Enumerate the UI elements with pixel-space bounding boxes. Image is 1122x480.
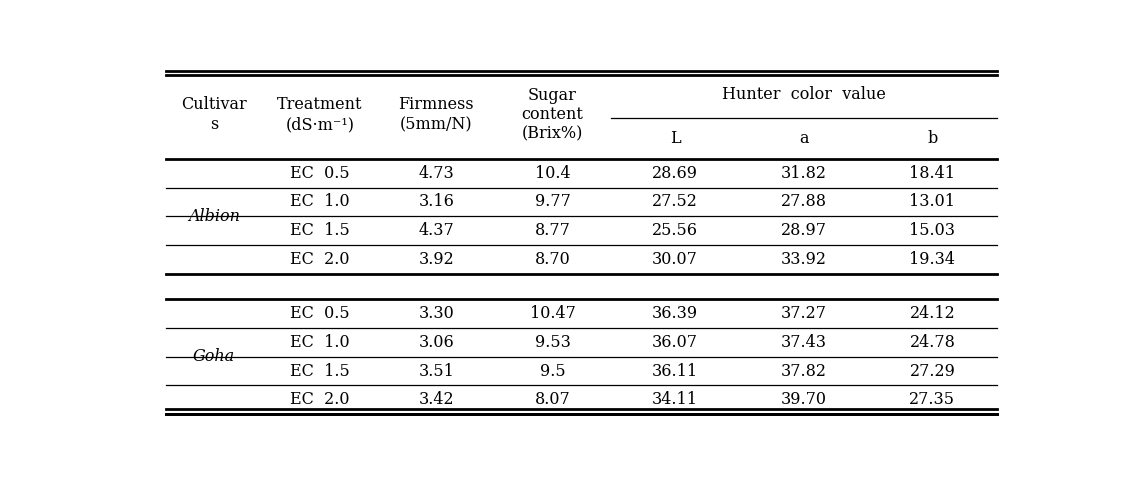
Text: Treatment
(dS·m⁻¹): Treatment (dS·m⁻¹) (277, 96, 362, 133)
Text: 37.27: 37.27 (781, 305, 827, 322)
Text: 3.92: 3.92 (419, 251, 454, 268)
Text: 36.39: 36.39 (652, 305, 698, 322)
Text: 36.07: 36.07 (652, 334, 698, 351)
Text: 19.34: 19.34 (910, 251, 956, 268)
Text: Hunter  color  value: Hunter color value (721, 86, 885, 103)
Text: EC  1.0: EC 1.0 (291, 334, 350, 351)
Text: 9.77: 9.77 (534, 193, 570, 210)
Text: 34.11: 34.11 (652, 391, 698, 408)
Text: 28.97: 28.97 (781, 222, 827, 240)
Text: 18.41: 18.41 (910, 165, 956, 181)
Text: 15.03: 15.03 (910, 222, 956, 240)
Text: 33.92: 33.92 (781, 251, 827, 268)
Text: 9.53: 9.53 (534, 334, 570, 351)
Text: 9.5: 9.5 (540, 362, 565, 380)
Text: 36.11: 36.11 (652, 362, 698, 380)
Text: 3.51: 3.51 (419, 362, 454, 380)
Text: Goha: Goha (193, 348, 236, 365)
Text: 8.77: 8.77 (534, 222, 570, 240)
Text: EC  0.5: EC 0.5 (291, 305, 350, 322)
Text: 27.52: 27.52 (652, 193, 698, 210)
Text: EC  1.5: EC 1.5 (291, 362, 350, 380)
Text: 4.73: 4.73 (419, 165, 454, 181)
Text: 3.06: 3.06 (419, 334, 454, 351)
Text: 27.88: 27.88 (781, 193, 827, 210)
Text: 31.82: 31.82 (781, 165, 827, 181)
Text: Cultivar
s: Cultivar s (182, 96, 247, 133)
Text: 8.07: 8.07 (534, 391, 570, 408)
Text: EC  2.0: EC 2.0 (291, 251, 350, 268)
Text: 37.43: 37.43 (781, 334, 827, 351)
Text: 24.12: 24.12 (910, 305, 955, 322)
Text: EC  0.5: EC 0.5 (291, 165, 350, 181)
Text: a: a (799, 130, 809, 147)
Text: 3.16: 3.16 (419, 193, 454, 210)
Text: Sugar
content
(Brix%): Sugar content (Brix%) (522, 86, 583, 143)
Text: 30.07: 30.07 (652, 251, 698, 268)
Text: Firmness
(5mm/N): Firmness (5mm/N) (398, 96, 473, 133)
Text: 27.35: 27.35 (910, 391, 956, 408)
Text: 10.4: 10.4 (535, 165, 570, 181)
Text: 27.29: 27.29 (910, 362, 955, 380)
Text: 4.37: 4.37 (419, 222, 454, 240)
Text: L: L (670, 130, 680, 147)
Text: 39.70: 39.70 (781, 391, 827, 408)
Text: 25.56: 25.56 (652, 222, 698, 240)
Text: EC  2.0: EC 2.0 (291, 391, 350, 408)
Text: 24.78: 24.78 (910, 334, 955, 351)
Text: 13.01: 13.01 (910, 193, 956, 210)
Text: Albion: Albion (188, 208, 240, 225)
Text: 3.42: 3.42 (419, 391, 454, 408)
Text: b: b (927, 130, 938, 147)
Text: 8.70: 8.70 (534, 251, 570, 268)
Text: EC  1.5: EC 1.5 (291, 222, 350, 240)
Text: 28.69: 28.69 (652, 165, 698, 181)
Text: 3.30: 3.30 (419, 305, 454, 322)
Text: 10.47: 10.47 (530, 305, 576, 322)
Text: 37.82: 37.82 (781, 362, 827, 380)
Text: EC  1.0: EC 1.0 (291, 193, 350, 210)
